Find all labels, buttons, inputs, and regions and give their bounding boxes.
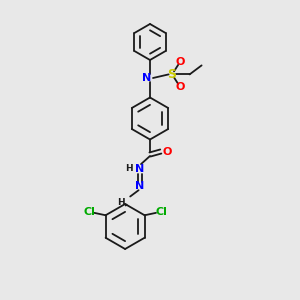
Text: O: O: [175, 57, 185, 67]
Text: Cl: Cl: [155, 207, 167, 217]
Text: H: H: [117, 198, 124, 207]
Text: N: N: [136, 164, 145, 175]
Text: Cl: Cl: [83, 207, 95, 217]
Text: S: S: [167, 68, 176, 81]
Text: N: N: [136, 181, 145, 191]
Text: N: N: [142, 73, 151, 83]
Text: O: O: [175, 82, 185, 92]
Text: H: H: [125, 164, 133, 173]
Text: O: O: [162, 146, 172, 157]
